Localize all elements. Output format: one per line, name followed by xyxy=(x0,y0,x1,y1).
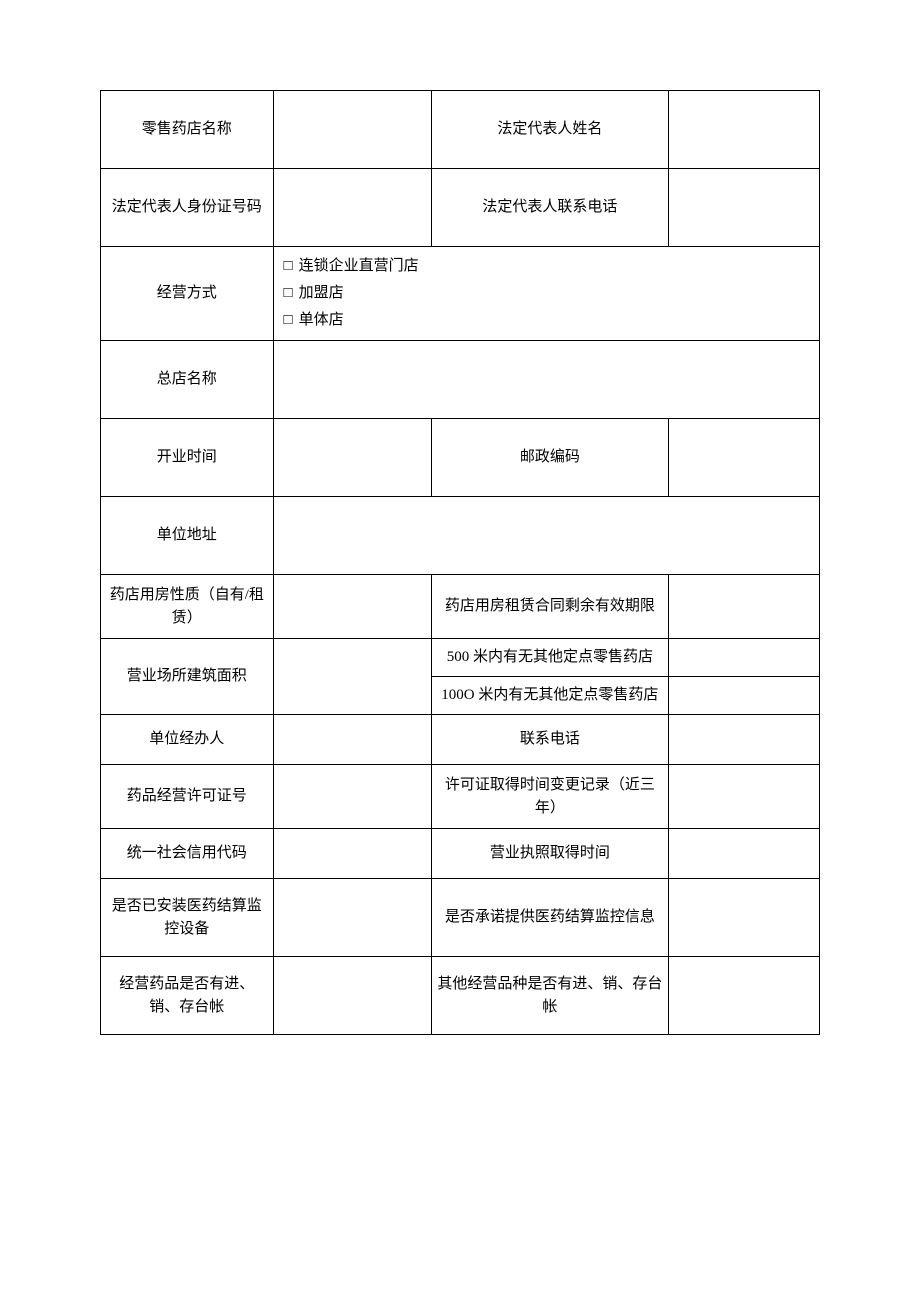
label-open-date: 开业时间 xyxy=(101,419,274,497)
checkbox-label: 加盟店 xyxy=(299,285,344,301)
field-business-license-date[interactable] xyxy=(668,829,819,879)
label-credit-code: 统一社会信用代码 xyxy=(101,829,274,879)
field-monitoring-commit[interactable] xyxy=(668,879,819,957)
label-500m-other: 500 米内有无其他定点零售药店 xyxy=(431,639,668,677)
field-property-type[interactable] xyxy=(273,575,431,639)
label-pharmacy-name: 零售药店名称 xyxy=(101,91,274,169)
label-other-ledger: 其他经营品种是否有进、销、存台帐 xyxy=(431,957,668,1035)
field-credit-code[interactable] xyxy=(273,829,431,879)
checkbox-icon[interactable]: □ xyxy=(284,253,293,280)
field-legal-rep-id[interactable] xyxy=(273,169,431,247)
checkbox-icon[interactable]: □ xyxy=(284,280,293,307)
label-property-type: 药店用房性质（自有/租赁） xyxy=(101,575,274,639)
field-monitoring-installed[interactable] xyxy=(273,879,431,957)
label-1000m-other: 100O 米内有无其他定点零售药店 xyxy=(431,677,668,715)
field-license-changes[interactable] xyxy=(668,765,819,829)
field-contact-person[interactable] xyxy=(273,715,431,765)
field-building-area[interactable] xyxy=(273,639,431,715)
field-postal-code[interactable] xyxy=(668,419,819,497)
label-lease-remaining: 药店用房租赁合同剩余有效期限 xyxy=(431,575,668,639)
label-legal-rep-phone: 法定代表人联系电话 xyxy=(431,169,668,247)
table-row: 经营药品是否有进、销、存台帐 其他经营品种是否有进、销、存台帐 xyxy=(101,957,820,1035)
table-row: 统一社会信用代码 营业执照取得时间 xyxy=(101,829,820,879)
table-row: 药店用房性质（自有/租赁） 药店用房租赁合同剩余有效期限 xyxy=(101,575,820,639)
field-drug-ledger[interactable] xyxy=(273,957,431,1035)
field-license-number[interactable] xyxy=(273,765,431,829)
field-500m-other[interactable] xyxy=(668,639,819,677)
field-business-mode[interactable]: □ 连锁企业直营门店 □ 加盟店 □ 单体店 xyxy=(273,247,819,341)
field-pharmacy-name[interactable] xyxy=(273,91,431,169)
table-row: 零售药店名称 法定代表人姓名 xyxy=(101,91,820,169)
checkbox-label: 单体店 xyxy=(299,312,344,328)
label-license-changes: 许可证取得时间变更记录（近三年） xyxy=(431,765,668,829)
label-contact-phone: 联系电话 xyxy=(431,715,668,765)
label-main-store: 总店名称 xyxy=(101,341,274,419)
label-drug-ledger: 经营药品是否有进、销、存台帐 xyxy=(101,957,274,1035)
table-row: 法定代表人身份证号码 法定代表人联系电话 xyxy=(101,169,820,247)
table-row: 是否已安装医药结算监控设备 是否承诺提供医药结算监控信息 xyxy=(101,879,820,957)
field-contact-phone[interactable] xyxy=(668,715,819,765)
label-business-license-date: 营业执照取得时间 xyxy=(431,829,668,879)
label-business-mode: 经营方式 xyxy=(101,247,274,341)
field-address[interactable] xyxy=(273,497,819,575)
table-row: 药品经营许可证号 许可证取得时间变更记录（近三年） xyxy=(101,765,820,829)
field-1000m-other[interactable] xyxy=(668,677,819,715)
label-building-area: 营业场所建筑面积 xyxy=(101,639,274,715)
label-postal-code: 邮政编码 xyxy=(431,419,668,497)
checkbox-label: 连锁企业直营门店 xyxy=(299,258,419,274)
label-legal-rep-id: 法定代表人身份证号码 xyxy=(101,169,274,247)
checkbox-icon[interactable]: □ xyxy=(284,307,293,334)
label-contact-person: 单位经办人 xyxy=(101,715,274,765)
table-row: 单位经办人 联系电话 xyxy=(101,715,820,765)
field-lease-remaining[interactable] xyxy=(668,575,819,639)
field-legal-rep-phone[interactable] xyxy=(668,169,819,247)
pharmacy-form-table: 零售药店名称 法定代表人姓名 法定代表人身份证号码 法定代表人联系电话 经营方式… xyxy=(100,90,820,1035)
table-row: 总店名称 xyxy=(101,341,820,419)
label-monitoring-installed: 是否已安装医药结算监控设备 xyxy=(101,879,274,957)
field-main-store[interactable] xyxy=(273,341,819,419)
label-license-number: 药品经营许可证号 xyxy=(101,765,274,829)
field-other-ledger[interactable] xyxy=(668,957,819,1035)
table-row: 开业时间 邮政编码 xyxy=(101,419,820,497)
label-legal-rep-name: 法定代表人姓名 xyxy=(431,91,668,169)
table-row: 营业场所建筑面积 500 米内有无其他定点零售药店 xyxy=(101,639,820,677)
field-open-date[interactable] xyxy=(273,419,431,497)
label-address: 单位地址 xyxy=(101,497,274,575)
label-monitoring-commit: 是否承诺提供医药结算监控信息 xyxy=(431,879,668,957)
field-legal-rep-name[interactable] xyxy=(668,91,819,169)
table-row: 单位地址 xyxy=(101,497,820,575)
table-row: 经营方式 □ 连锁企业直营门店 □ 加盟店 □ 单体店 xyxy=(101,247,820,341)
